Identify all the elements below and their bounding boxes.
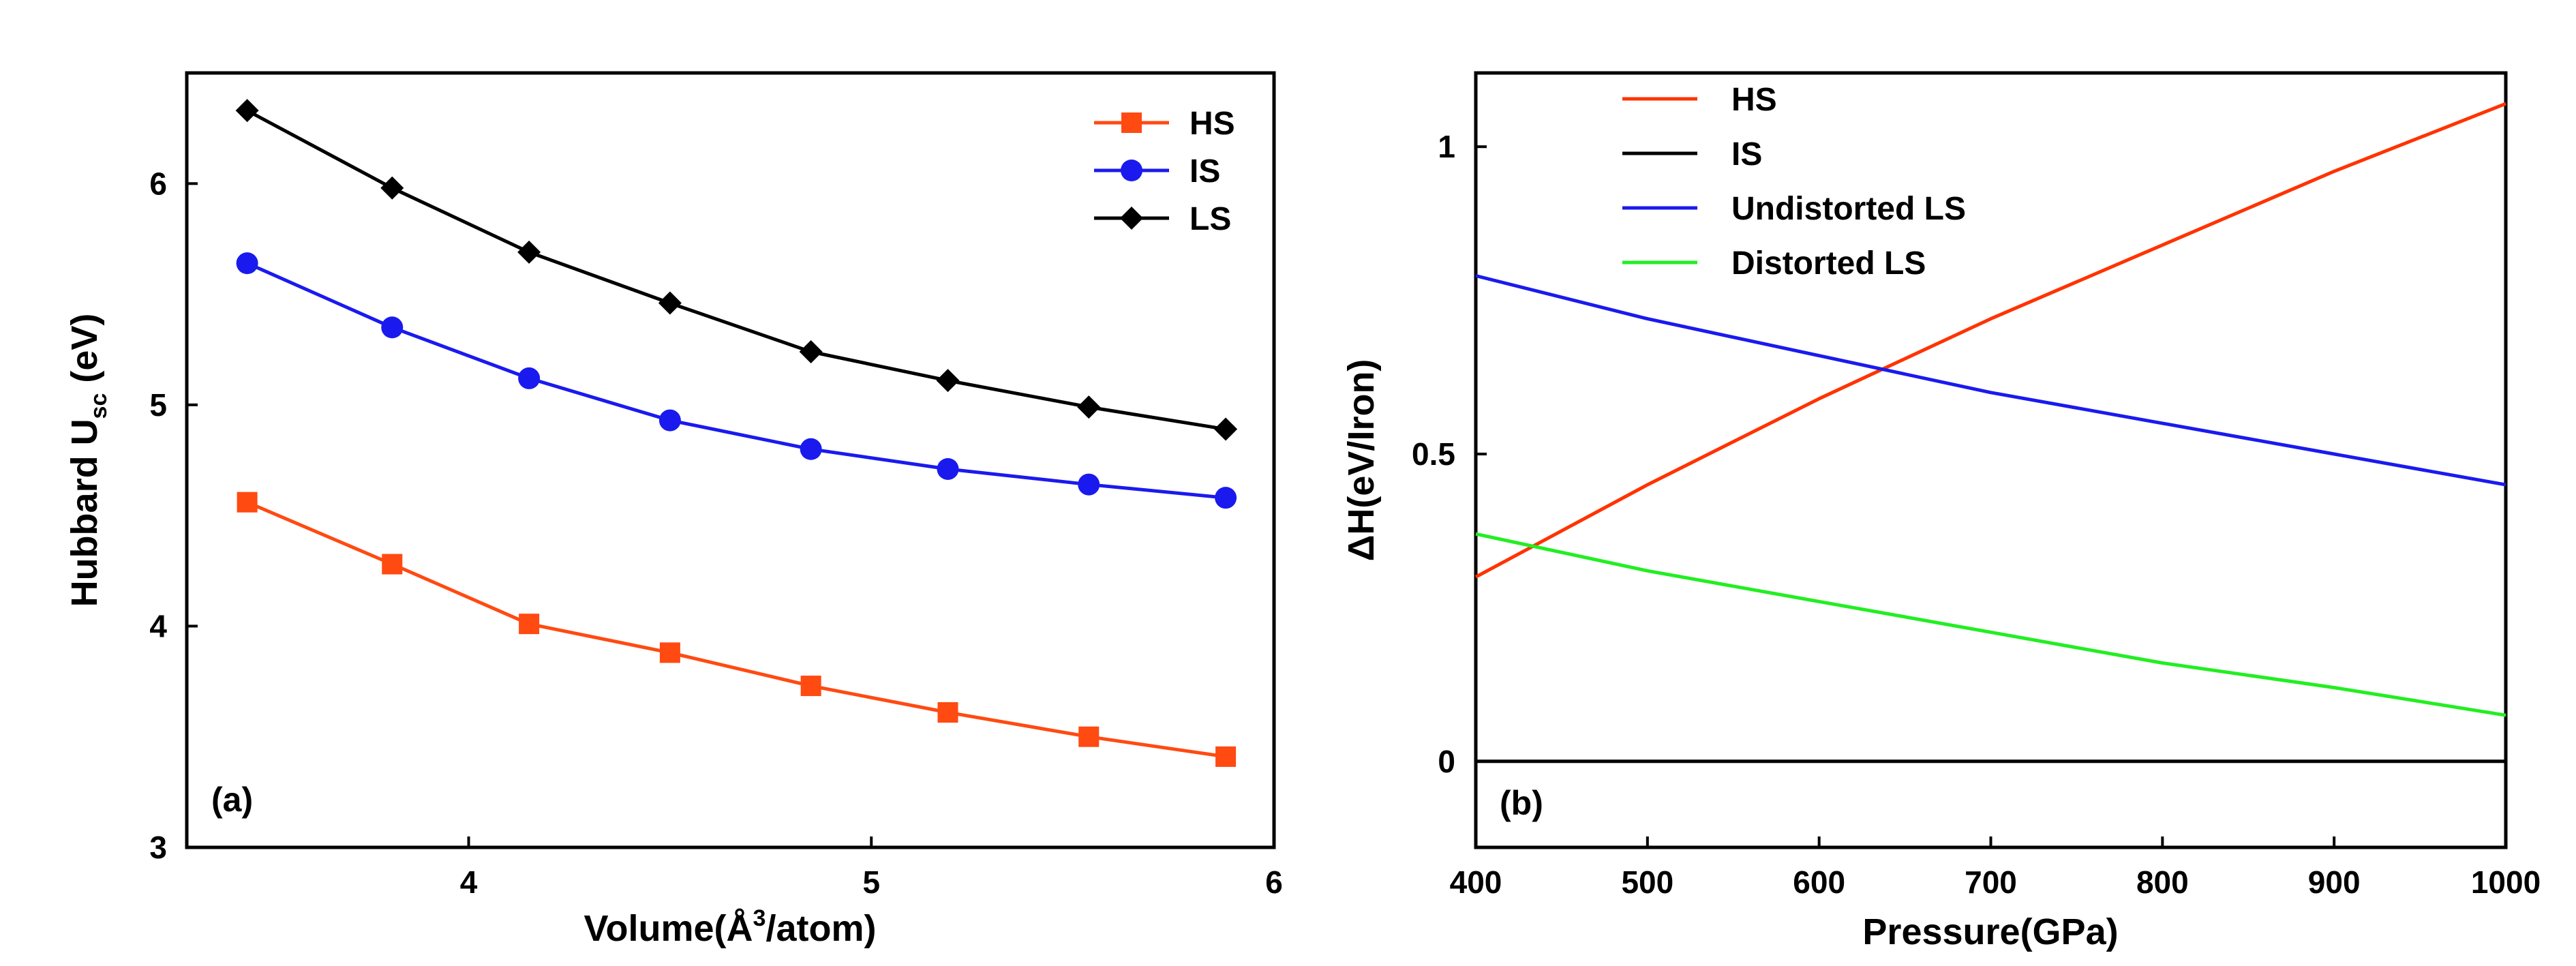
panel-a-xtick-label-1: 5 [862, 864, 880, 900]
panel-a-xtick-label-2: 6 [1265, 864, 1283, 900]
panel-a-ytick-label-0: 3 [149, 830, 167, 865]
panel-a-legend-label-hs: HS [1189, 106, 1235, 142]
panel-a-point-hs-5 [937, 702, 958, 723]
panel-b-xtick-label-2: 600 [1793, 864, 1845, 900]
panel-a-point-is-4 [800, 438, 822, 460]
panel-a-legend-label-ls: LS [1189, 201, 1231, 237]
panel-b-ylabel: ΔH(eV/Iron) [1341, 359, 1382, 562]
panel-a-point-is-0 [236, 252, 258, 275]
panel-b-legend-label-distorted-ls: Distorted LS [1731, 245, 1926, 282]
panel-a-ytick-label-3: 6 [149, 166, 167, 201]
panel-a-point-hs-3 [659, 642, 680, 663]
panel-a-point-hs-6 [1078, 726, 1100, 747]
panel-a-ylabel: Hubbard Usc (eV) [64, 314, 112, 607]
panel-a-plot-frame [185, 71, 1276, 849]
panel-a-ylabel-main: Hubbard U [64, 419, 105, 607]
panel-a-point-ls-4 [799, 339, 823, 363]
panel-a-point-hs-0 [237, 492, 258, 513]
panel-b-xtick-label-4: 800 [2136, 864, 2189, 900]
panel-a-xlabel-main: Volume(Å [584, 908, 753, 949]
panel-a-legend-marker-ls [1120, 207, 1143, 230]
panel-b-xtick-label-5: 900 [2308, 864, 2361, 900]
panel-a-line-ls [246, 108, 1226, 432]
panel-a-point-ls-1 [380, 176, 404, 200]
panel-a-ytick-label-2: 5 [149, 387, 167, 423]
panel-a-xlabel-tail: /atom) [766, 908, 876, 949]
panel-a-legend-label-is: IS [1189, 153, 1220, 190]
panel-a-legend-marker-hs [1121, 112, 1142, 133]
panel-b: 00.51 400 500 600 700 800 900 1000 HSISUndisto… [1341, 71, 2541, 952]
panel-b-line-hs [1474, 102, 2506, 579]
panel-b-xtick-label-3: 700 [1965, 864, 2017, 900]
panel-a-point-ls-7 [1214, 417, 1238, 441]
panel-b-xlabel: Pressure(GPa) [1862, 911, 2118, 952]
panel-b-legend: HS IS Undistorted LS Distorted LS [1622, 82, 1966, 282]
panel-a-point-ls-6 [1077, 395, 1101, 419]
panel-a-point-hs-2 [519, 614, 540, 635]
panel-a-point-hs-7 [1215, 746, 1237, 767]
panel-a-point-is-5 [937, 457, 959, 480]
panel-a-xtick-label-0: 4 [460, 864, 478, 900]
panel-b-label: (b) [1500, 784, 1543, 822]
panel-a-ylabel-tail: (eV) [64, 314, 105, 393]
panel-b-line-distorted-ls [1475, 532, 2506, 717]
panel-b-legend-label-hs: HS [1731, 82, 1777, 118]
panel-a-point-is-3 [658, 409, 681, 432]
panel-a-point-ls-0 [235, 99, 259, 123]
panel-b-plot-frame [1474, 71, 2508, 849]
panel-b-ytick-label-2: 1 [1438, 129, 1455, 164]
panel-a-point-is-2 [518, 367, 541, 389]
panel-a-line-hs [246, 500, 1226, 759]
panel-a-line-is [246, 261, 1226, 500]
panel-a-legend-marker-is [1121, 160, 1142, 181]
panel-a-point-ls-3 [658, 291, 682, 315]
panel-b-y-axis: 00.51 [1412, 129, 1487, 779]
panel-b-x-axis: 400 500 600 700 800 900 1000 [1450, 836, 2541, 900]
panel-b-legend-label-is: IS [1731, 136, 1762, 172]
panel-b-xtick-label-1: 500 [1621, 864, 1673, 900]
panel-a-legend: HS IS LS [1094, 106, 1235, 237]
panel-b-ytick-label-0: 0 [1438, 744, 1455, 779]
panel-a-point-is-6 [1078, 473, 1100, 496]
panel-a-point-is-7 [1215, 487, 1237, 509]
panel-a-point-ls-2 [517, 240, 541, 264]
panel-a-x-axis: 4 5 6 [460, 836, 1283, 900]
panel-b-line-undistorted-ls [1475, 274, 2506, 487]
panel-a-y-axis: 3 4 5 6 [149, 166, 198, 865]
panel-b-series [1474, 102, 2506, 764]
panel-a-point-is-1 [381, 316, 404, 339]
panel-a-point-ls-5 [936, 369, 960, 393]
panel-a-xlabel-sup: 3 [753, 905, 766, 931]
panel-a-ylabel-sub: sc [86, 393, 112, 419]
panel-a-series [235, 99, 1238, 767]
panel-a-ytick-label-1: 4 [149, 608, 167, 644]
panel-b-xtick-label-0: 400 [1450, 864, 1502, 900]
panel-b-ytick-label-1: 0.5 [1412, 436, 1455, 472]
panel-a-point-hs-4 [800, 676, 821, 697]
panel-b-legend-label-undistorted-ls: Undistorted LS [1731, 191, 1966, 227]
panel-a-point-hs-1 [382, 554, 403, 575]
panel-a-xlabel: Volume(Å3/atom) [584, 905, 877, 949]
panel-a-label: (a) [211, 781, 253, 819]
panel-b-xtick-label-6: 1000 [2471, 864, 2541, 900]
